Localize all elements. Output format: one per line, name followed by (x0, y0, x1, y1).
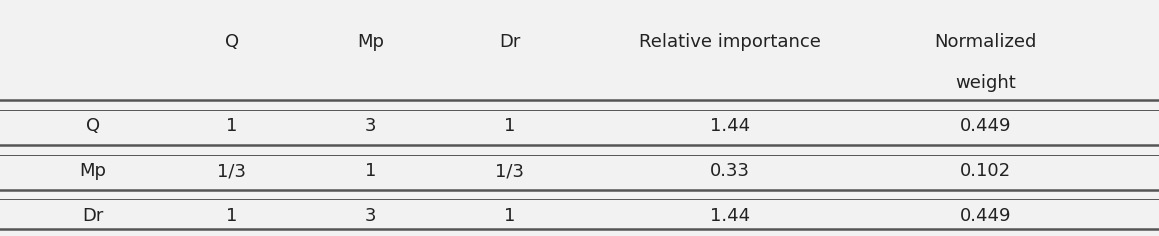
Text: Mp: Mp (79, 162, 107, 180)
Text: 3: 3 (365, 207, 377, 225)
Text: 1: 1 (504, 207, 516, 225)
Text: 0.102: 0.102 (960, 162, 1011, 180)
Text: 0.449: 0.449 (960, 117, 1011, 135)
Text: Q: Q (86, 117, 100, 135)
Text: 1: 1 (226, 117, 238, 135)
Text: Mp: Mp (357, 34, 385, 51)
Text: weight: weight (955, 74, 1015, 92)
Text: Dr: Dr (500, 34, 520, 51)
Text: Q: Q (225, 34, 239, 51)
Text: 0.449: 0.449 (960, 207, 1011, 225)
Text: 1/3: 1/3 (217, 162, 247, 180)
Text: 1/3: 1/3 (495, 162, 525, 180)
Text: 1.44: 1.44 (710, 117, 750, 135)
Text: Normalized: Normalized (934, 34, 1036, 51)
Text: 1.44: 1.44 (710, 207, 750, 225)
Text: Relative importance: Relative importance (640, 34, 821, 51)
Text: 3: 3 (365, 117, 377, 135)
Text: 1: 1 (365, 162, 377, 180)
Text: 1: 1 (504, 117, 516, 135)
Text: 0.33: 0.33 (710, 162, 750, 180)
Text: 1: 1 (226, 207, 238, 225)
Text: Dr: Dr (82, 207, 103, 225)
